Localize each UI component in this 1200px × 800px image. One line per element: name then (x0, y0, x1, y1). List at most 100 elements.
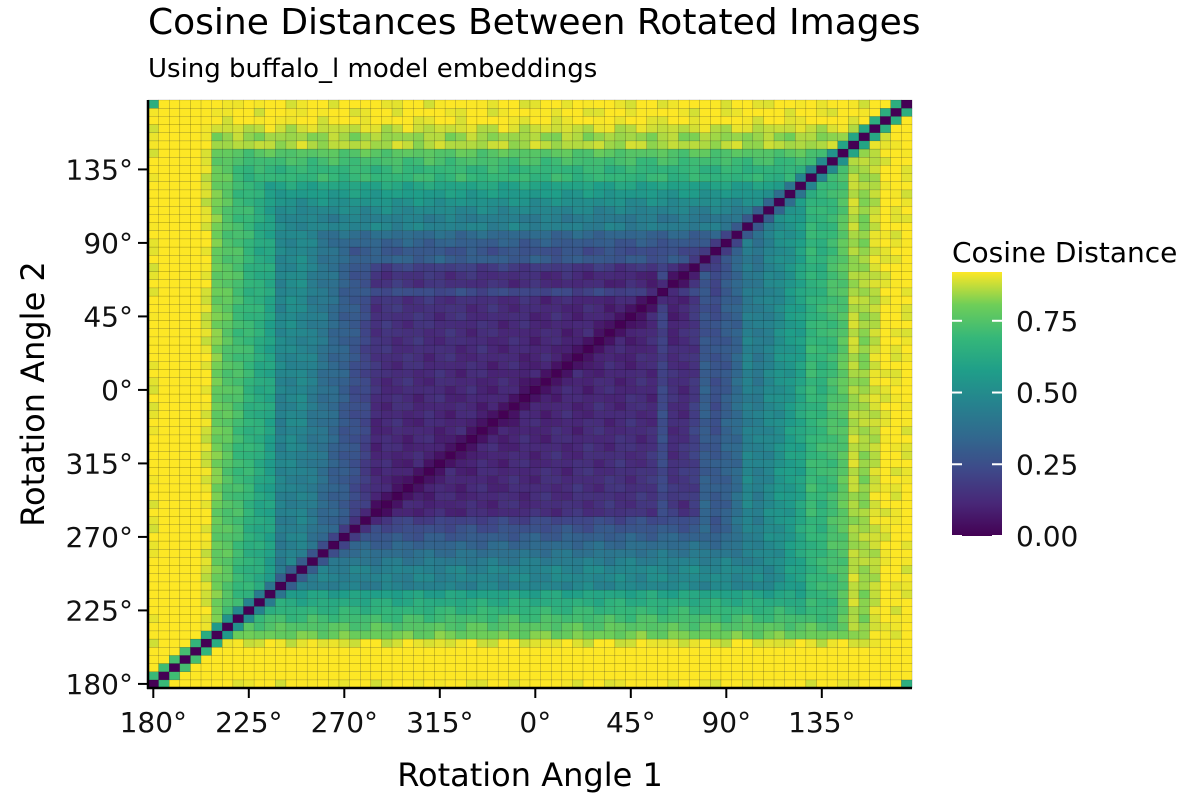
heatmap-cell (667, 156, 679, 166)
heatmap-cell (253, 369, 265, 378)
heatmap-cell (434, 499, 446, 509)
heatmap-cell (296, 271, 308, 280)
heatmap-cell (444, 557, 456, 566)
heatmap-cell (837, 254, 849, 264)
heatmap-cell (752, 516, 764, 525)
heatmap-cell (582, 573, 594, 583)
heatmap-cell (720, 271, 732, 280)
heatmap-cell (317, 524, 329, 534)
heatmap-cell (614, 116, 626, 125)
heatmap-cell (466, 410, 478, 419)
heatmap-cell (158, 263, 170, 272)
heatmap-cell (232, 303, 244, 313)
heatmap-cell (413, 312, 425, 321)
heatmap-cell (296, 124, 308, 133)
heatmap-cell (169, 508, 181, 517)
heatmap-cell (763, 246, 775, 256)
heatmap-cell (413, 320, 425, 329)
heatmap-cell (582, 328, 594, 338)
heatmap-cell (423, 401, 435, 411)
heatmap-cell (296, 516, 308, 525)
heatmap-cell (795, 238, 807, 248)
heatmap-cell (848, 336, 860, 346)
heatmap-cell (752, 573, 764, 583)
heatmap-cell (816, 295, 828, 305)
heatmap-cell (582, 205, 594, 215)
heatmap-cell (264, 606, 276, 615)
heatmap-cell (222, 499, 234, 509)
heatmap-cell (243, 369, 255, 378)
heatmap-cell (455, 132, 467, 142)
heatmap-cell (455, 385, 467, 395)
heatmap-cell (678, 238, 690, 248)
heatmap-cell (179, 516, 191, 525)
heatmap-cell (360, 279, 372, 289)
heatmap-cell (688, 132, 701, 142)
heatmap-cell (657, 638, 669, 648)
heatmap-cell (657, 181, 669, 191)
heatmap-cell (222, 646, 234, 656)
heatmap-cell (540, 116, 552, 125)
heatmap-cell (582, 238, 594, 248)
heatmap-cell (858, 459, 870, 468)
heatmap-cell (604, 377, 616, 387)
heatmap-cell (572, 614, 584, 623)
heatmap-cell (264, 336, 276, 346)
heatmap-cell (169, 140, 181, 150)
heatmap-cell (296, 132, 308, 142)
heatmap-cell (582, 516, 594, 525)
heatmap-cell (837, 499, 849, 509)
heatmap-cell (147, 671, 159, 681)
heatmap-cell (540, 238, 552, 248)
heatmap-cell (869, 442, 881, 452)
heatmap-cell (572, 156, 584, 166)
heatmap-cell (582, 132, 594, 142)
heatmap-cell (285, 622, 297, 632)
heatmap-cell (763, 303, 775, 313)
heatmap-cell (582, 540, 594, 550)
heatmap-cell (306, 197, 319, 207)
heatmap-cell (253, 410, 265, 419)
heatmap-cell (169, 597, 181, 607)
heatmap-cell (455, 630, 467, 640)
heatmap-cell (763, 344, 775, 354)
heatmap-cell (391, 622, 403, 632)
heatmap-cell (773, 279, 785, 289)
heatmap-cell (349, 638, 361, 648)
heatmap-cell (614, 671, 626, 681)
heatmap-cell (837, 442, 849, 452)
heatmap-cell (752, 434, 764, 444)
heatmap-cell (848, 287, 860, 297)
heatmap-cell (773, 385, 785, 395)
heatmap-cell (264, 573, 276, 583)
heatmap-cell (232, 581, 244, 591)
heatmap-cell (179, 467, 191, 476)
heatmap-cell (275, 124, 287, 133)
heatmap-cell (402, 589, 414, 599)
heatmap-cell (614, 393, 626, 403)
heatmap-cell (710, 312, 722, 321)
heatmap-cell (317, 132, 329, 142)
heatmap-cell (466, 124, 478, 133)
heatmap-cell (497, 140, 510, 150)
heatmap-cell (381, 214, 393, 223)
heatmap-cell (306, 263, 319, 272)
heatmap-cell (444, 622, 456, 632)
heatmap-cell (147, 589, 159, 599)
heatmap-cell (349, 246, 361, 256)
heatmap-cell (551, 557, 563, 566)
heatmap-cell (657, 254, 669, 264)
heatmap-cell (190, 655, 202, 664)
heatmap-cell (200, 434, 212, 444)
heatmap-cell (306, 622, 319, 632)
heatmap-cell (158, 116, 170, 125)
heatmap-cell (667, 524, 679, 534)
heatmap-cell (413, 663, 425, 672)
heatmap-cell (455, 622, 467, 632)
heatmap-cell (731, 418, 743, 427)
heatmap-cell (296, 165, 308, 174)
heatmap-cell (731, 312, 743, 321)
heatmap-cell (264, 589, 276, 599)
heatmap-cell (391, 124, 403, 133)
heatmap-cell (253, 352, 265, 362)
